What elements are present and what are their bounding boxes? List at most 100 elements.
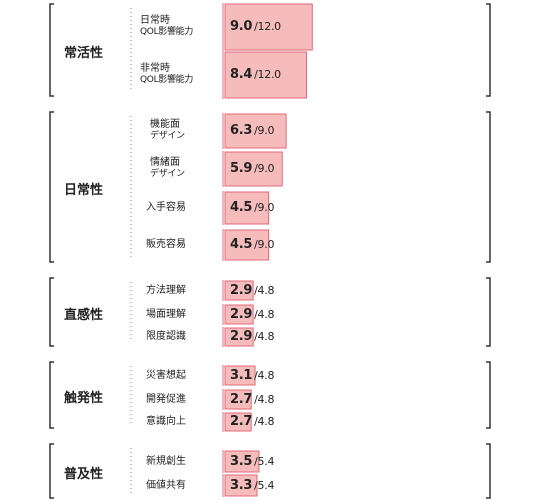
bar-max: /9.0 xyxy=(254,238,275,251)
row-label-sub: デザイン xyxy=(150,131,185,141)
row-label-main: 方法理解 xyxy=(146,284,186,296)
row-label-main: 災害想起 xyxy=(146,369,186,381)
row-label-main: 開発促進 xyxy=(146,393,186,405)
bar-max: /9.0 xyxy=(254,201,275,214)
bar-base xyxy=(224,389,252,410)
row-label: 方法理解 xyxy=(146,285,186,297)
bar-value: 2.7 xyxy=(230,391,253,407)
group-name: 常活性 xyxy=(64,46,104,61)
group-name: 普及性 xyxy=(64,467,104,482)
bar-max: /5.4 xyxy=(254,478,275,492)
row-label: 機能面 デザイン xyxy=(150,119,185,142)
bar-value: 2.9 xyxy=(230,282,253,298)
bar-value: 3.5 xyxy=(230,453,253,469)
row-label-main: 入手容易 xyxy=(146,202,186,213)
row-label-main: 販売容易 xyxy=(146,239,186,250)
bar-base xyxy=(224,474,258,497)
bar-value: 4.5 xyxy=(230,200,253,215)
bar-max: /12.0 xyxy=(254,68,281,81)
group-bracket-left xyxy=(49,3,54,97)
row-label: 日常時 QOL影響能力 xyxy=(140,15,193,38)
row-label: 入手容易 xyxy=(146,202,186,214)
bar-value: 8.4 xyxy=(230,67,253,82)
row-label-main: 場面理解 xyxy=(146,308,186,320)
group-bracket-left xyxy=(49,277,54,347)
group-bracket-left xyxy=(49,111,54,263)
bar-value-label: 2.7/4.8 xyxy=(230,414,274,429)
bar-value: 3.1 xyxy=(230,367,253,383)
group-bracket-right xyxy=(486,443,491,499)
row-label: 災害想起 xyxy=(146,370,186,382)
row-label-main: 価値共有 xyxy=(146,479,186,491)
bar-value: 3.3 xyxy=(230,477,253,493)
bar-base xyxy=(224,365,256,386)
row-label-main: 情緒面 xyxy=(150,157,180,168)
bar-base xyxy=(224,51,307,99)
bar-value-label: 2.9/4.8 xyxy=(230,329,274,344)
row-label: 新規創生 xyxy=(146,456,186,468)
bar-max: /4.8 xyxy=(254,330,275,343)
row-label: 価値共有 xyxy=(146,480,186,492)
group-name: 日常性 xyxy=(64,183,104,198)
bar-max: /4.8 xyxy=(254,368,275,382)
bar-value: 6.3 xyxy=(230,123,253,138)
bar-max: /4.8 xyxy=(254,307,275,321)
bar-value-label: 6.3/9.0 xyxy=(230,123,274,138)
bar-base xyxy=(224,113,287,149)
row-label-sub: QOL影響能力 xyxy=(140,27,194,37)
bar-value: 5.9 xyxy=(230,161,253,176)
row-label: 情緒面 デザイン xyxy=(150,157,185,180)
bar-value-label: 3.3/5.4 xyxy=(230,478,274,493)
bar-value-label: 2.9/4.8 xyxy=(230,307,274,322)
group-bracket-left xyxy=(49,361,54,429)
group-bracket-left xyxy=(49,443,54,499)
bar-value-label: 5.9/9.0 xyxy=(230,161,274,176)
bar-base xyxy=(224,151,283,187)
group-bracket-right xyxy=(486,3,491,97)
row-label-main: 日常時 xyxy=(140,15,170,26)
bar-value-label: 3.1/4.8 xyxy=(230,368,274,383)
row-label-main: 限度認識 xyxy=(146,331,186,342)
row-label-main: 機能面 xyxy=(150,119,180,130)
bar-max: /12.0 xyxy=(254,20,281,33)
row-label: 販売容易 xyxy=(146,239,186,251)
row-label: 意識向上 xyxy=(146,416,186,428)
bar-base xyxy=(224,412,252,432)
row-label-sub: QOL影響能力 xyxy=(140,75,194,85)
bar-value-label: 8.4/12.0 xyxy=(230,67,281,82)
bar-value-label: 3.5/5.4 xyxy=(230,454,274,469)
bar-max: /4.8 xyxy=(254,283,275,297)
bar-max: /9.0 xyxy=(254,162,275,175)
row-label: 場面理解 xyxy=(146,309,186,321)
bar-max: /4.8 xyxy=(254,415,275,428)
row-label: 開発促進 xyxy=(146,394,186,406)
bar-max: /4.8 xyxy=(254,392,275,406)
bar-value: 4.5 xyxy=(230,237,253,252)
bar-value-label: 4.5/9.0 xyxy=(230,200,274,215)
group-bracket-right xyxy=(486,277,491,347)
bar-max: /5.4 xyxy=(254,454,275,468)
bar-value-label: 2.9/4.8 xyxy=(230,283,274,298)
bar-base xyxy=(224,191,270,225)
group-bracket-right xyxy=(486,111,491,263)
bar-value-label: 9.0/12.0 xyxy=(230,19,281,34)
bar-value: 2.9 xyxy=(230,306,253,322)
bar-value-label: 4.5/9.0 xyxy=(230,237,274,252)
row-label-sub: デザイン xyxy=(150,169,185,179)
row-label-main: 意識向上 xyxy=(146,416,186,427)
row-label: 限度認識 xyxy=(146,331,186,343)
row-label-main: 非常時 xyxy=(140,63,170,74)
row-label: 非常時 QOL影響能力 xyxy=(140,63,193,86)
bar-value: 2.9 xyxy=(230,329,253,344)
group-name: 直感性 xyxy=(64,308,104,323)
bar-value-label: 2.7/4.8 xyxy=(230,392,274,407)
bar-base xyxy=(224,327,254,347)
group-bracket-right xyxy=(486,361,491,429)
bar-base xyxy=(224,3,313,51)
bar-base xyxy=(224,280,254,301)
bar-base xyxy=(224,229,270,261)
bar-base xyxy=(224,450,260,473)
row-label-main: 新規創生 xyxy=(146,455,186,467)
